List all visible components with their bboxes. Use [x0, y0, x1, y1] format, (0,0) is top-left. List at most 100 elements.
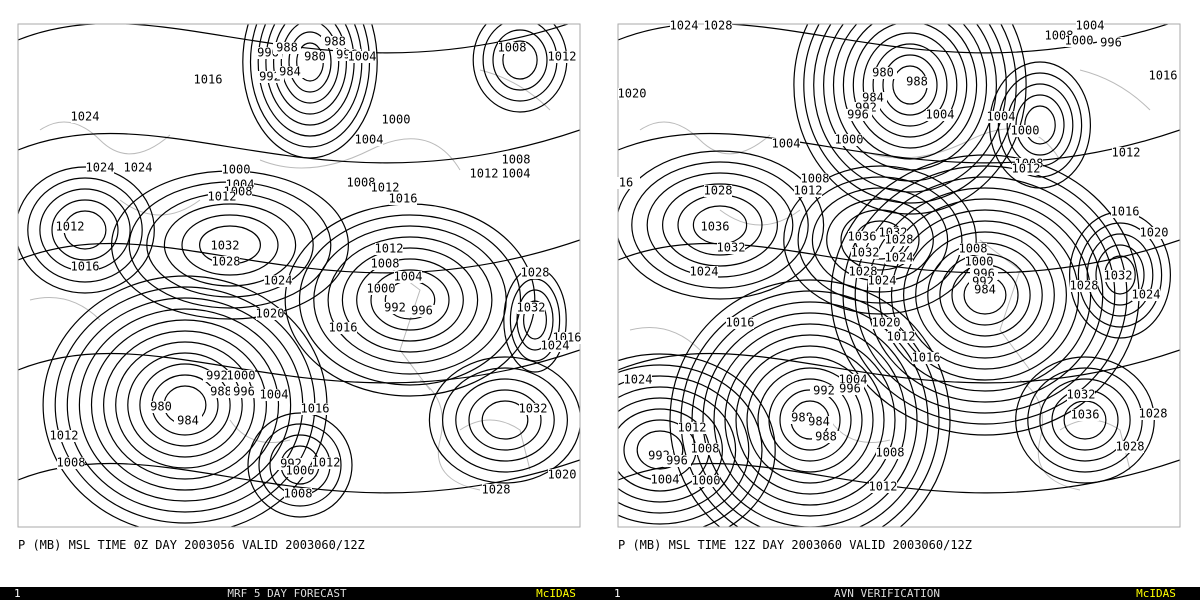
label-backdrop [869, 481, 897, 493]
label-backdrop [1071, 409, 1099, 421]
label-backdrop [859, 92, 887, 104]
isobar-label: 1012 [678, 421, 707, 435]
isobar-label: 980 [872, 66, 894, 80]
label-backdrop [502, 154, 530, 166]
label-backdrop [541, 340, 569, 352]
isobar [18, 24, 570, 54]
label-backdrop [836, 383, 864, 395]
isobar-label: 1004 [348, 50, 377, 64]
isobar [298, 214, 522, 386]
label-backdrop [1116, 441, 1144, 453]
isobar-label: 1008 [691, 442, 720, 456]
isobar-label: 988 [210, 385, 232, 399]
isobar [468, 389, 542, 451]
isobar-label: 1004 [987, 110, 1016, 124]
footer-bar [0, 587, 600, 600]
isobar [18, 166, 155, 294]
isobar-label: 16 [619, 176, 633, 190]
isobar [661, 183, 778, 267]
panel-caption: P (MB) MSL TIME 0Z DAY 2003056 VALID 200… [18, 538, 365, 552]
isobar-label: 996 [847, 108, 869, 122]
label-backdrop [381, 302, 409, 314]
isobar [127, 352, 243, 458]
isobar [882, 54, 938, 116]
isobar [327, 236, 493, 364]
isobar [862, 32, 958, 138]
isobar-label: 1020 [256, 307, 285, 321]
isobar-label: 1016 [912, 351, 941, 365]
label-backdrop [1139, 408, 1167, 420]
isobar-label: 1000 [835, 133, 864, 147]
isobar [746, 356, 874, 484]
isobar [813, 24, 1007, 193]
label-backdrop [926, 109, 954, 121]
isobar [757, 367, 863, 473]
isobar [18, 239, 580, 274]
isobar-label: 1024 [670, 19, 699, 33]
isobar-label: 1016 [329, 321, 358, 335]
isobar [522, 300, 547, 340]
isobar [273, 24, 347, 115]
label-backdrop [521, 267, 549, 279]
isobar-label: 1008 [57, 456, 86, 470]
label-backdrop [502, 168, 530, 180]
isobar-label: 988 [815, 430, 837, 444]
isobar-label: 984 [279, 65, 301, 79]
isobar [78, 308, 292, 502]
label-backdrop [701, 221, 729, 233]
isobar [18, 349, 580, 384]
isobar [288, 31, 332, 93]
label-backdrop [618, 88, 646, 100]
isobar-label: 1016 [726, 316, 755, 330]
label-backdrop [321, 36, 349, 48]
label-backdrop [692, 475, 720, 487]
label-backdrop [965, 256, 993, 268]
label-backdrop [1112, 147, 1140, 159]
isobar-label: 992 [259, 70, 281, 84]
isobar-label: 1012 [1112, 146, 1141, 160]
label-backdrop [147, 401, 175, 413]
isobar [163, 203, 297, 287]
isobar [90, 319, 280, 491]
label-backdrop [71, 261, 99, 273]
label-backdrop [71, 111, 99, 123]
isobar-label: 1016 [1149, 69, 1178, 83]
label-backdrop [690, 266, 718, 278]
label-backdrop [810, 385, 838, 397]
label-backdrop [174, 415, 202, 427]
isobar-label: 1032 [1104, 269, 1133, 283]
label-backdrop [203, 370, 231, 382]
map-panel [18, 24, 580, 527]
isobar-label: 1012 [50, 429, 79, 443]
label-backdrop [312, 457, 340, 469]
label-backdrop [805, 416, 833, 428]
label-backdrop [887, 331, 915, 343]
isobar [618, 364, 763, 527]
isobar [854, 176, 1116, 414]
label-backdrop [482, 484, 510, 496]
label-backdrop [408, 305, 436, 317]
isobar-label: 992 [384, 301, 406, 315]
isobar [797, 176, 963, 304]
isobar-label: 1024 [885, 251, 914, 265]
isobar [181, 214, 279, 276]
isobar [139, 363, 231, 447]
isobar-label: 1008 [876, 446, 905, 460]
label-backdrop [872, 317, 900, 329]
label-backdrop [835, 134, 863, 146]
isobar-label: 1004 [394, 270, 423, 284]
isobar-label: 1000 [367, 282, 396, 296]
label-backdrop [367, 283, 395, 295]
isobar-label: 1004 [260, 388, 289, 402]
isobar-label: 1032 [519, 402, 548, 416]
isobar [370, 269, 450, 331]
label-backdrop [717, 242, 745, 254]
isobar-label: 1012 [1012, 162, 1041, 176]
isobar-label: 1000 [222, 163, 251, 177]
isobar [1095, 244, 1145, 306]
isobar-label: 1028 [1070, 279, 1099, 293]
isobar [618, 386, 737, 514]
isobar-label: 984 [808, 415, 830, 429]
isobar [18, 129, 580, 164]
